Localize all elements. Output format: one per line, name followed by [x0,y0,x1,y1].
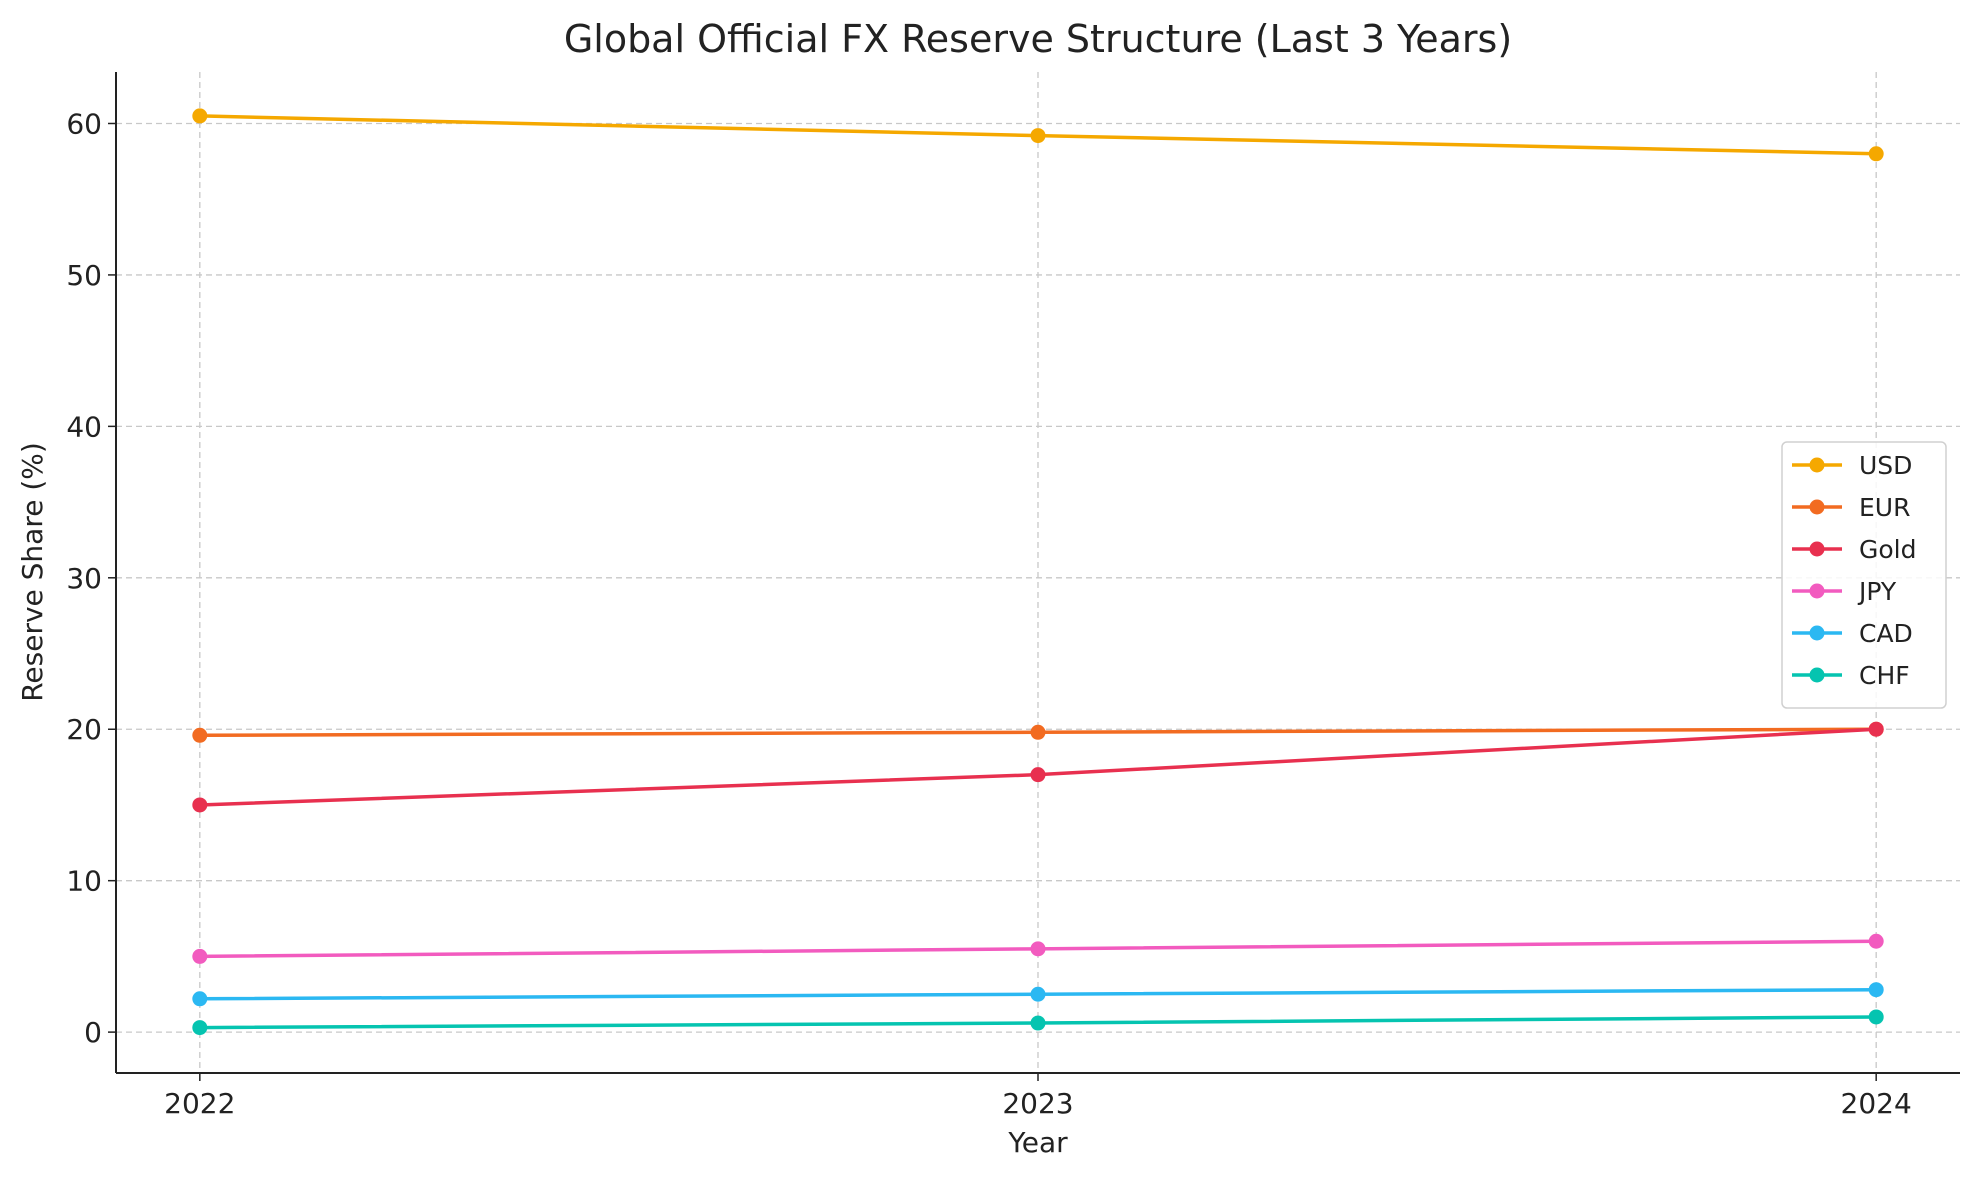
data-point-chf [192,1020,208,1036]
y-tick-label: 40 [66,410,102,443]
axes: 0 10 20 30 40 50 60 2022 2023 2024 [66,72,1960,1120]
data-point-usd [1868,146,1884,162]
data-point-usd [192,108,208,124]
x-tick-label: 2022 [164,1087,235,1120]
series-group [192,108,1884,1036]
legend-marker-chf [1809,667,1825,683]
legend-marker-jpy [1809,583,1825,599]
data-point-jpy [1868,933,1884,949]
data-point-cad [1030,986,1046,1002]
x-tick-label: 2023 [1002,1087,1073,1120]
legend-marker-cad [1809,625,1825,641]
y-tick-label: 20 [66,713,102,746]
data-point-chf [1030,1015,1046,1031]
legend-marker-eur [1809,499,1825,515]
legend: USD EUR Gold JPY CAD CHF [1781,441,1947,709]
legend-marker-gold [1809,541,1825,557]
y-axis-label: Reserve Share (%) [16,442,49,702]
legend-label-cad: CAD [1859,619,1913,648]
y-tick-label: 50 [66,259,102,292]
y-tick-label: 60 [66,107,102,140]
legend-label-usd: USD [1859,451,1912,480]
data-point-jpy [1030,941,1046,957]
grid [116,72,1960,1073]
y-tick-label: 0 [84,1016,102,1049]
data-point-jpy [192,948,208,964]
data-point-gold [1868,721,1884,737]
data-point-chf [1868,1009,1884,1025]
data-point-cad [192,991,208,1007]
chart-title: Global Official FX Reserve Structure (La… [564,17,1512,61]
x-axis-label: Year [1007,1126,1068,1159]
data-point-cad [1868,982,1884,998]
y-tick-label: 30 [66,562,102,595]
legend-marker-usd [1809,457,1825,473]
y-tick-label: 10 [66,865,102,898]
legend-label-jpy: JPY [1857,577,1897,606]
data-point-usd [1030,128,1046,144]
legend-label-chf: CHF [1859,661,1910,690]
legend-label-gold: Gold [1859,535,1916,564]
data-point-gold [192,797,208,813]
x-tick-label: 2024 [1841,1087,1912,1120]
legend-label-eur: EUR [1859,493,1910,522]
data-point-eur [1030,724,1046,740]
data-point-eur [192,727,208,743]
data-point-gold [1030,767,1046,783]
